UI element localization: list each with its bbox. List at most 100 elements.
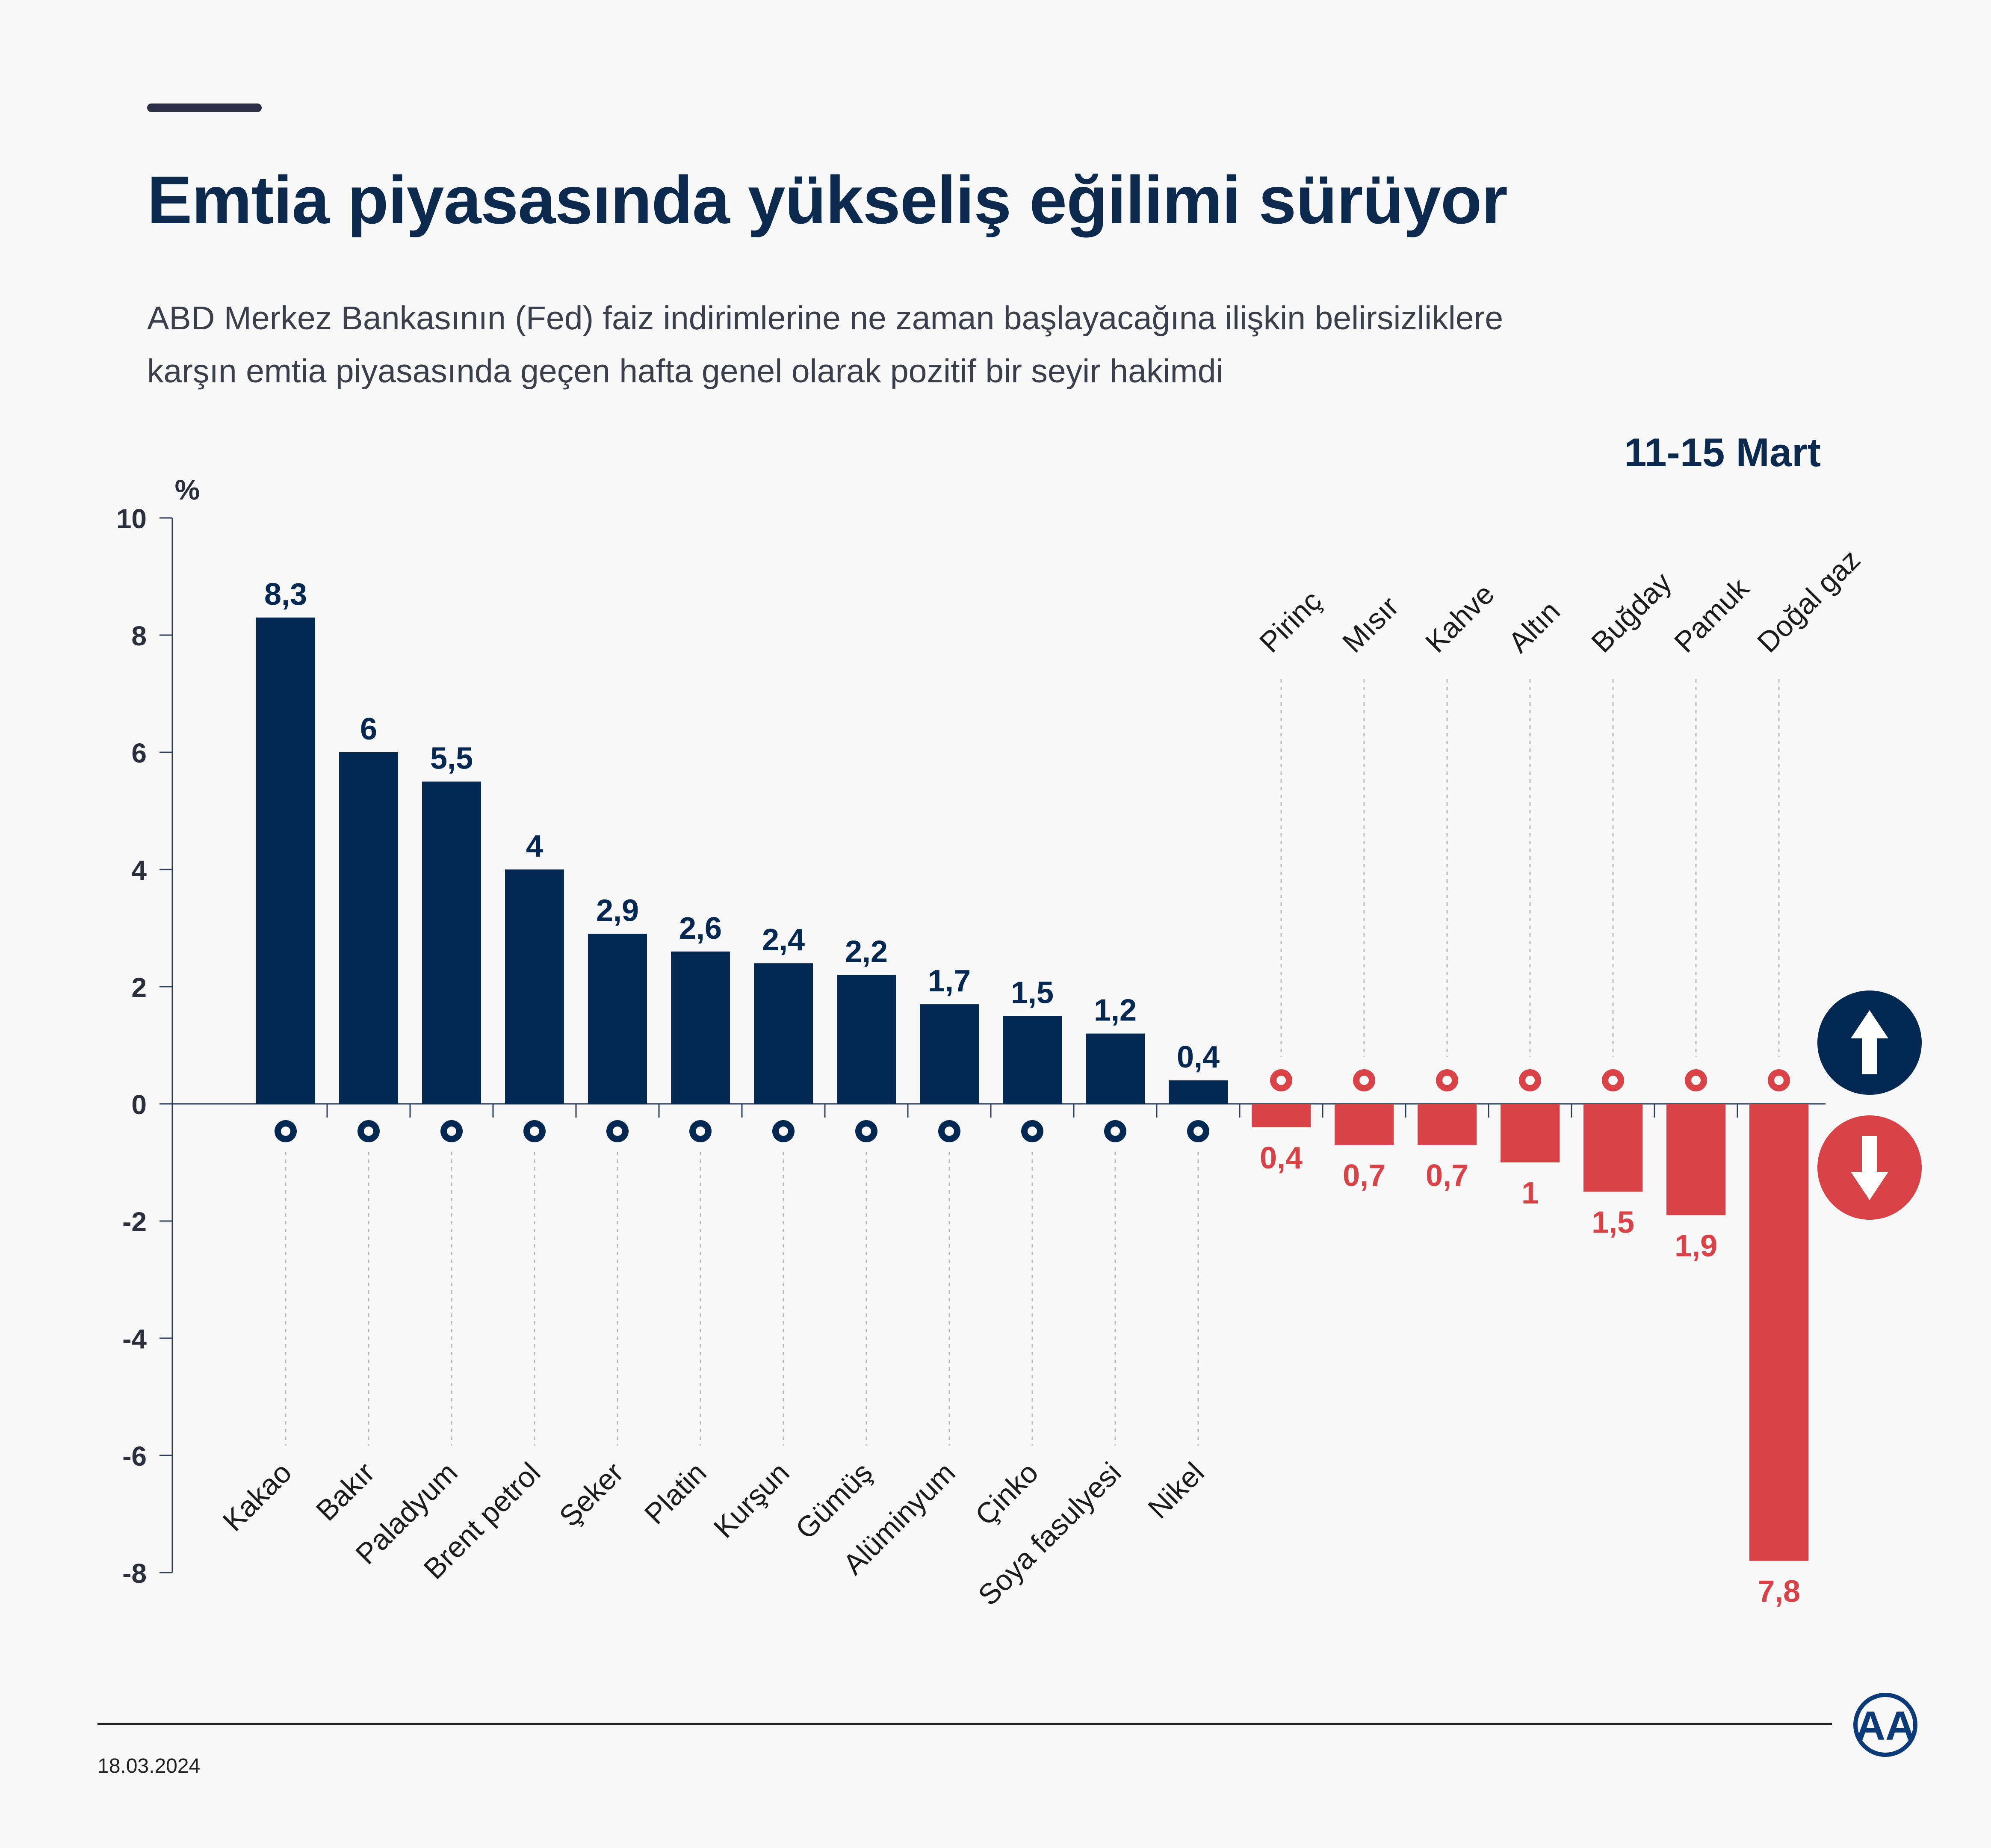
category-label: Kahve bbox=[1419, 578, 1501, 659]
bar bbox=[754, 963, 813, 1104]
subtitle-line: ABD Merkez Bankasının (Fed) faiz indirim… bbox=[147, 300, 1504, 337]
wheat-icon bbox=[1602, 1069, 1624, 1091]
y-tick-label: 6 bbox=[131, 738, 147, 769]
value-label: 1,5 bbox=[1592, 1206, 1634, 1240]
bar bbox=[1749, 1104, 1808, 1561]
publish-date: 18.03.2024 bbox=[97, 1755, 201, 1777]
metal-bars-icon bbox=[440, 1120, 463, 1142]
y-tick-label: 2 bbox=[131, 972, 147, 1003]
metal-bars-icon bbox=[855, 1120, 877, 1142]
category-label: Kurşun bbox=[708, 1456, 796, 1544]
bar bbox=[920, 1004, 979, 1104]
page-title: Emtia piyasasında yükseliş eğilimi sürüy… bbox=[147, 163, 1508, 238]
value-label: 2,9 bbox=[596, 894, 639, 928]
category-label: Pirinç bbox=[1253, 585, 1328, 659]
aa-logo: AA bbox=[1853, 1693, 1917, 1757]
metal-bars-icon bbox=[689, 1120, 712, 1142]
oil-barrel-icon bbox=[523, 1120, 546, 1142]
category-icons bbox=[275, 1069, 1790, 1142]
value-label: 4 bbox=[526, 829, 543, 863]
value-label: 2,4 bbox=[762, 923, 805, 957]
category-label: Altın bbox=[1502, 595, 1566, 659]
value-label: 8,3 bbox=[264, 577, 307, 612]
soybean-icon bbox=[1104, 1120, 1126, 1142]
category-label: Buğday bbox=[1585, 566, 1678, 659]
value-label: 0,7 bbox=[1343, 1159, 1385, 1193]
y-tick-label: -2 bbox=[122, 1206, 147, 1237]
category-label: Soya fasulyesi bbox=[972, 1456, 1128, 1612]
sugar-sack-icon bbox=[606, 1120, 629, 1142]
value-label: 1,9 bbox=[1675, 1229, 1717, 1263]
category-label: Platin bbox=[638, 1456, 713, 1531]
value-label: 1,5 bbox=[1011, 976, 1054, 1010]
legend bbox=[1817, 991, 1922, 1220]
bar bbox=[339, 752, 398, 1104]
bar bbox=[505, 869, 564, 1104]
metal-bars-icon bbox=[772, 1120, 795, 1142]
bar bbox=[1169, 1080, 1228, 1104]
down-arrow-icon bbox=[1817, 1115, 1922, 1220]
rice-sack-icon bbox=[1270, 1069, 1292, 1091]
top-accent-bar bbox=[147, 103, 262, 112]
value-label: 0,4 bbox=[1260, 1141, 1303, 1175]
value-label: 2,2 bbox=[845, 935, 888, 969]
period-label: 11-15 Mart bbox=[1624, 430, 1821, 475]
aa-logo-text: AA bbox=[1856, 1703, 1915, 1749]
y-axis-unit: % bbox=[175, 474, 200, 506]
category-label: Şeker bbox=[553, 1456, 629, 1533]
y-tick-label: 10 bbox=[116, 503, 147, 534]
category-label: Doğal gaz bbox=[1751, 543, 1867, 659]
bar bbox=[1583, 1104, 1642, 1192]
corn-icon bbox=[1353, 1069, 1375, 1091]
bar bbox=[671, 951, 730, 1104]
metal-bars-icon bbox=[1021, 1120, 1043, 1142]
bar bbox=[1086, 1033, 1145, 1104]
gold-bars-icon bbox=[1519, 1069, 1541, 1091]
cotton-icon bbox=[1685, 1069, 1707, 1091]
bar bbox=[1666, 1104, 1725, 1215]
y-tick-label: 0 bbox=[131, 1089, 147, 1120]
bar bbox=[1418, 1104, 1477, 1145]
value-label: 6 bbox=[360, 712, 377, 746]
y-tick-label: 8 bbox=[131, 621, 147, 651]
metal-bars-icon bbox=[1187, 1120, 1209, 1142]
value-label: 7,8 bbox=[1758, 1575, 1800, 1609]
category-label: Pamuk bbox=[1668, 572, 1755, 659]
up-arrow-icon bbox=[1817, 991, 1922, 1095]
value-label: 1,2 bbox=[1094, 993, 1137, 1028]
bars bbox=[256, 617, 1808, 1561]
value-label: 5,5 bbox=[430, 742, 473, 776]
category-label: Çinko bbox=[969, 1456, 1045, 1532]
bar bbox=[1335, 1104, 1394, 1145]
value-label: 0,7 bbox=[1426, 1159, 1468, 1193]
commodity-bar-chart: 10 8 6 4 2 0 -2 -4 -6 -8% 8,3 6 5,5 4 2,9 2,6 2,4 2,2 1,7… bbox=[116, 474, 1922, 1612]
bar bbox=[588, 934, 647, 1104]
category-label: Bakır bbox=[310, 1456, 381, 1527]
bar bbox=[422, 781, 481, 1104]
bar bbox=[256, 617, 315, 1104]
metal-bars-icon bbox=[938, 1120, 960, 1142]
category-label: Kakao bbox=[217, 1456, 298, 1538]
bar bbox=[1501, 1104, 1560, 1162]
category-label: Nikel bbox=[1142, 1456, 1211, 1525]
bar bbox=[837, 975, 896, 1104]
metal-bars-icon bbox=[357, 1120, 380, 1142]
value-labels: 8,3 6 5,5 4 2,9 2,6 2,4 2,2 1,7 1,5 1,2 0,4 0,4 0,7 0,… bbox=[264, 577, 1800, 1609]
y-tick-label: -8 bbox=[122, 1558, 147, 1589]
subtitle: ABD Merkez Bankasının (Fed) faiz indirim… bbox=[147, 292, 1729, 398]
flame-icon bbox=[1768, 1069, 1790, 1091]
y-tick-label: -4 bbox=[122, 1324, 147, 1354]
subtitle-line: karşın emtia piyasasında geçen hafta gen… bbox=[147, 353, 1223, 390]
footer-divider bbox=[97, 1723, 1832, 1725]
value-label: 1 bbox=[1521, 1176, 1539, 1210]
coffee-bean-icon bbox=[1436, 1069, 1458, 1091]
y-tick-label: 4 bbox=[131, 855, 147, 886]
y-tick-label: -6 bbox=[122, 1441, 147, 1472]
cocoa-icon bbox=[275, 1120, 297, 1142]
bar bbox=[1003, 1016, 1062, 1104]
guide-lines bbox=[285, 679, 1780, 1446]
value-label: 2,6 bbox=[679, 911, 722, 946]
value-label: 1,7 bbox=[928, 964, 971, 998]
bar bbox=[1252, 1104, 1311, 1127]
category-label: Mısır bbox=[1336, 590, 1405, 659]
